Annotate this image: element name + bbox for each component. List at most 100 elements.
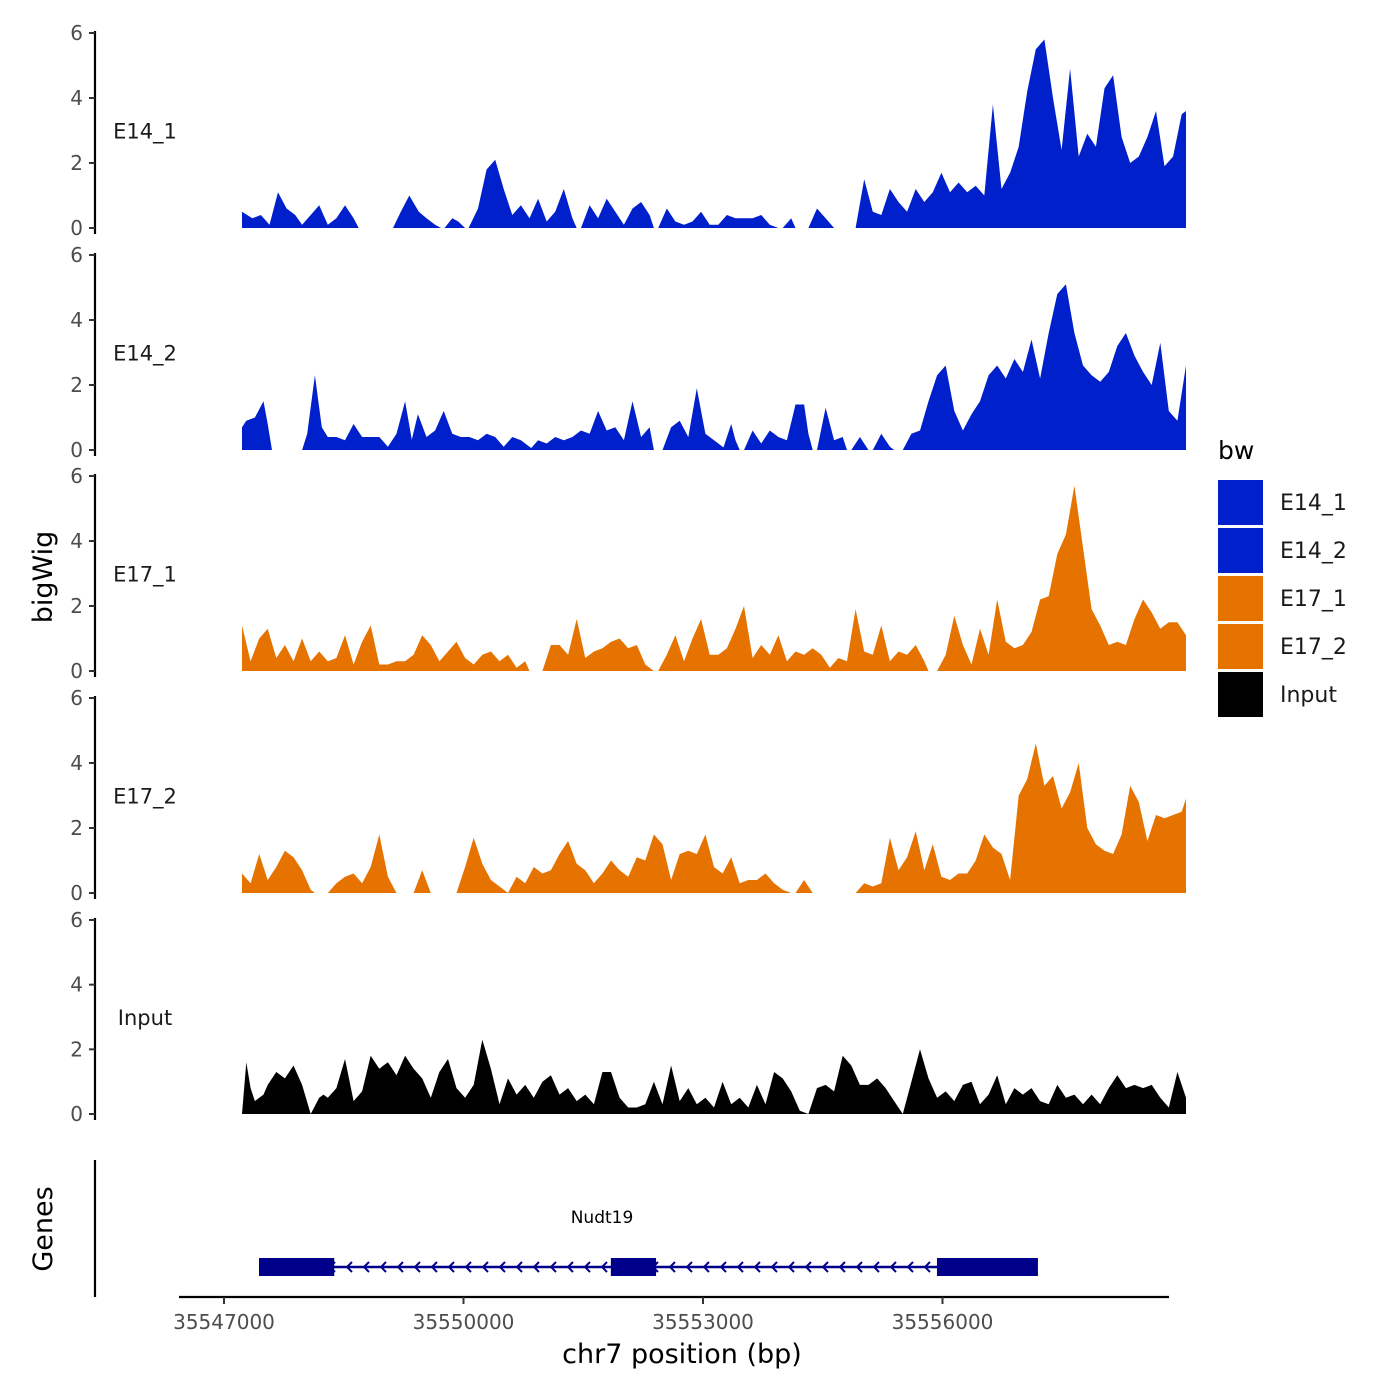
y-tick-label: 6 [70,908,83,932]
legend-entry-label: E14_1 [1280,491,1347,516]
gene-exon [259,1258,335,1276]
coverage-area [456,837,508,893]
gene-name: Nudt19 [571,1208,634,1228]
coverage-area [937,485,1186,671]
legend-swatch [1218,672,1263,717]
y-tick-label: 0 [70,659,83,683]
x-axis-title: chr7 position (bp) [562,1339,802,1370]
legend-entry-label: E14_2 [1280,539,1347,564]
y-tick-label: 0 [70,438,83,462]
strand-arrow-icon [872,1261,880,1273]
track-label: E17_2 [113,785,177,810]
track-e17-2: 0 2 4 6 E17_2 [70,686,1186,905]
strand-arrow-icon [379,1261,387,1273]
track-label: E14_1 [113,120,177,145]
coverage-area [302,375,414,450]
strand-arrow-icon [787,1261,795,1273]
legend-entry-label: Input [1280,683,1337,708]
coverage-area [242,401,272,450]
y-tick-label: 6 [70,21,83,45]
coverage-area [468,159,577,228]
strand-arrow-icon [430,1261,438,1273]
track-input: 0 2 4 6 Input [70,908,1186,1126]
coverage-area [242,192,359,228]
coverage-area [413,870,431,893]
strand-arrow-icon [549,1261,557,1273]
y-tick-label: 4 [70,529,83,553]
y-tick-label: 2 [70,1037,83,1061]
track-e14-1: 0 2 4 6 E14_1 [70,21,1186,240]
strand-arrow-icon [532,1261,540,1273]
track-label: E14_2 [113,342,177,367]
coverage-area [242,625,530,671]
y-tick-label: 2 [70,151,83,175]
coverage-area [795,880,813,893]
y-tick-label: 2 [70,816,83,840]
strand-arrow-icon [838,1261,846,1273]
track-e14-2: 0 2 4 6 E14_2 [70,243,1186,462]
y-tick-label: 4 [70,86,83,110]
legend-entry-label: E17_1 [1280,587,1347,612]
strand-arrow-icon [855,1261,863,1273]
strand-arrow-icon [600,1261,608,1273]
track-e17-1: 0 2 4 6 E17_1 [70,464,1186,683]
y-tick-label: 4 [70,973,83,997]
y-tick-label: 0 [70,216,83,240]
coverage-area [508,834,792,893]
strand-arrow-icon [396,1261,404,1273]
strand-arrow-icon [906,1261,914,1273]
y-tick-label: 0 [70,881,83,905]
strand-arrow-icon [702,1261,710,1273]
strand-arrow-icon [804,1261,812,1273]
strand-arrow-icon [583,1261,591,1273]
y-axis-title: bigWig [28,531,59,624]
coverage-area [817,407,847,450]
coverage-area [658,208,779,228]
gene-exon [610,1258,657,1276]
coverage-area [872,433,895,450]
strand-arrow-icon [753,1261,761,1273]
y-tick-label: 4 [70,751,83,775]
x-tick-label: 35553000 [652,1310,754,1334]
strand-arrow-icon [447,1261,455,1273]
strand-arrow-icon [345,1261,353,1273]
legend-entry-label: E17_2 [1280,635,1347,660]
genes-panel: Genes Nudt19 [28,1160,1038,1297]
strand-arrow-icon [770,1261,778,1273]
coverage-area [409,411,534,450]
legend-swatch [1218,528,1263,573]
coverage-area [855,39,1186,228]
track-label: Input [118,1006,172,1030]
y-tick-label: 2 [70,373,83,397]
x-tick-label: 35556000 [892,1310,994,1334]
coverage-area [542,619,654,671]
y-tick-label: 6 [70,464,83,488]
legend-swatch [1218,480,1263,525]
coverage-area [393,195,442,228]
strand-arrow-icon [481,1261,489,1273]
coverage-area [902,284,1186,450]
coverage-area [662,388,727,450]
coverage-area [808,208,835,228]
coverage-area [581,198,654,228]
coverage-area [242,1039,1186,1114]
coverage-area [658,606,929,671]
y-tick-label: 2 [70,594,83,618]
x-tick-label: 35547000 [173,1310,275,1334]
strand-arrow-icon [668,1261,676,1273]
strand-arrow-icon [889,1261,897,1273]
strand-arrow-icon [464,1261,472,1273]
y-tick-label: 6 [70,686,83,710]
strand-arrow-icon [685,1261,693,1273]
coverage-area [744,404,813,450]
genes-label: Genes [28,1186,59,1271]
strand-arrow-icon [566,1261,574,1273]
coverage-area [444,218,466,228]
track-label: E17_1 [113,563,177,588]
coverage-area [529,401,654,450]
coverage-tracks: 0 2 4 6 E14_1 0 2 4 6 E14_2 0 2 4 6 E17_1 0 2 4 6 E17_2 0 2 4 6… [70,21,1186,1126]
gene-nudt19: Nudt19 [259,1208,1038,1276]
y-tick-label: 4 [70,308,83,332]
gene-exon [936,1258,1038,1276]
